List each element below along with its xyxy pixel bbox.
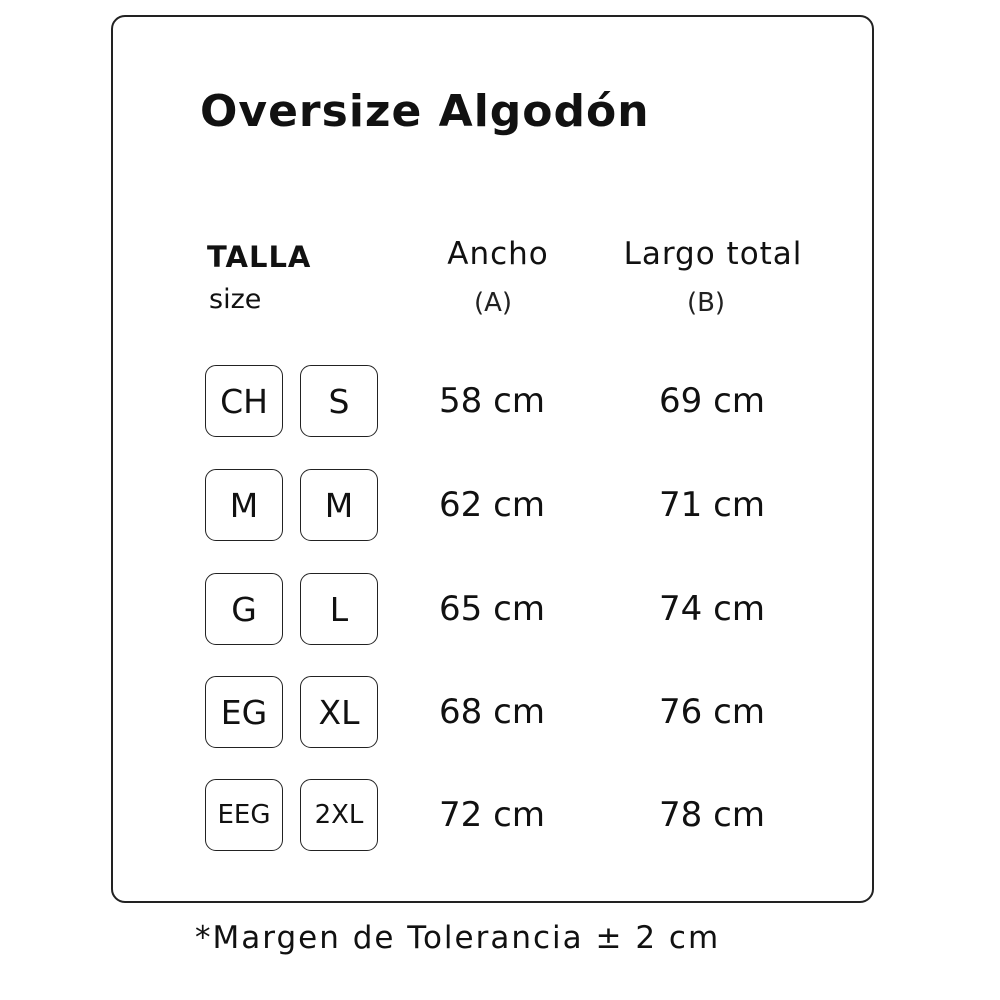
- size-intl-badge: XL: [300, 676, 378, 748]
- width-value: 58 cm: [439, 381, 545, 421]
- size-mx-badge: EEG: [205, 779, 283, 851]
- header-length: Largo total: [623, 236, 803, 272]
- size-intl-badge: L: [300, 573, 378, 645]
- header-size: TALLA: [207, 240, 312, 274]
- width-value: 68 cm: [439, 692, 545, 732]
- length-value: 78 cm: [659, 795, 765, 835]
- length-value: 71 cm: [659, 485, 765, 525]
- length-value: 76 cm: [659, 692, 765, 732]
- size-mx-badge: CH: [205, 365, 283, 437]
- size-mx-badge: M: [205, 469, 283, 541]
- size-intl-badge: S: [300, 365, 378, 437]
- tolerance-note: *Margen de Tolerancia ± 2 cm: [195, 920, 721, 956]
- width-value: 65 cm: [439, 589, 545, 629]
- header-width: Ancho: [447, 236, 549, 272]
- page-title: Oversize Algodón: [200, 86, 650, 137]
- size-intl-badge: M: [300, 469, 378, 541]
- size-chart-card: [111, 15, 874, 903]
- length-value: 69 cm: [659, 381, 765, 421]
- size-mx-badge: EG: [205, 676, 283, 748]
- width-value: 62 cm: [439, 485, 545, 525]
- size-mx-badge: G: [205, 573, 283, 645]
- header-width-sub: (A): [473, 288, 513, 318]
- length-value: 74 cm: [659, 589, 765, 629]
- header-length-sub: (B): [686, 288, 726, 318]
- header-size-sub: size: [209, 284, 262, 315]
- width-value: 72 cm: [439, 795, 545, 835]
- size-intl-badge: 2XL: [300, 779, 378, 851]
